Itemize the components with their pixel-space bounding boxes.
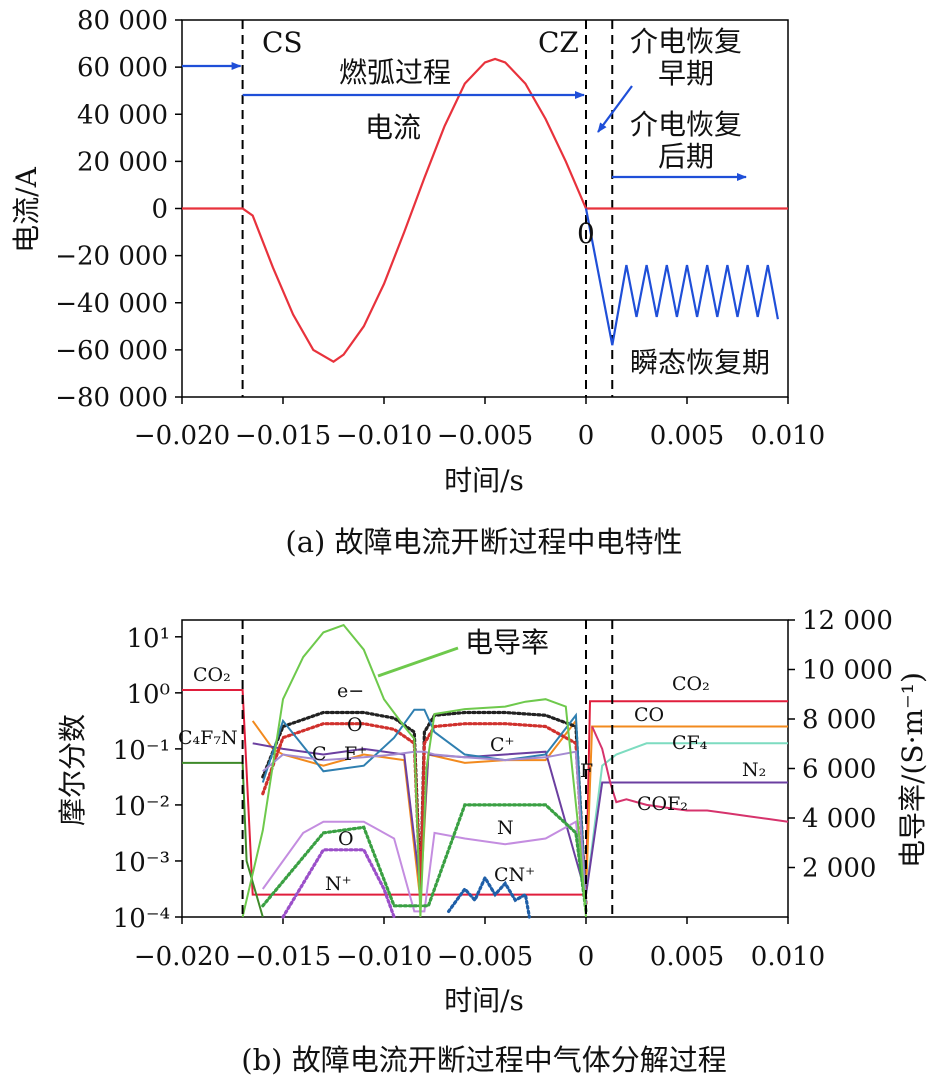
y2-tick-label: 10 000 [802,656,893,686]
series-line-c [261,803,588,913]
label-cnplus: CN⁺ [494,864,535,886]
y-tick-label: −40 000 [55,289,168,319]
y-tick-label: 0 [151,195,168,225]
y-tick-label: 40 000 [77,100,168,130]
y-tick-label: 80 000 [77,6,168,36]
y-tick-label: 60 000 [77,53,168,83]
cs-label: CS [262,26,303,59]
label-n: N [497,817,514,839]
y-tick-label: 10⁻³ [113,848,170,878]
arc-label: 燃弧过程 [339,56,451,89]
series-line-cf [585,742,788,895]
label-o-upper: O [347,714,363,736]
y2-tick-label: 12 000 [802,606,893,636]
recovery-voltage-line [584,208,779,346]
label-n2: N₂ [742,759,766,781]
y-tick-label: −60 000 [55,336,168,366]
series-line-cn [447,874,531,919]
y-tick-label: −20 000 [55,242,168,272]
y2-axis-title: 电导率/(S·m⁻¹) [896,672,929,868]
conductivity-label: 电导率 [465,626,549,659]
y2-tick-label: 4 000 [802,804,876,834]
y-tick-label: 10¹ [126,624,170,654]
x-axis-title: 时间/s [444,984,524,1017]
y-tick-label: 10⁻² [113,792,170,822]
x-axis-title: 时间/s [444,464,524,497]
cz-label: CZ [538,26,579,59]
label-co2-left: CO₂ [193,664,231,686]
series-line-o [261,722,588,908]
label-c4f7n: C₄F₇N [178,727,238,749]
current-label: 电流 [365,111,421,144]
conductivity-line [241,623,587,918]
x-tick-label: 0.005 [650,421,724,451]
caption-b: (b) 故障电流开断过程中气体分解过程 [241,1043,726,1077]
y-axis-title: 摩尔分数 [56,714,89,826]
label-f: F [580,760,593,782]
y-tick-label: 10⁻⁴ [113,904,170,934]
label-fplus: F⁺ [344,743,367,765]
x-tick-label: −0.020 [134,421,230,451]
y2-tick-label: 6 000 [802,755,876,785]
series-line-c [261,708,587,906]
x-tick-label: −0.005 [437,942,533,972]
caption-a: (a) 故障电流开断过程中电特性 [285,525,682,559]
label-c: C [312,743,327,765]
series-line-cfn [182,761,264,918]
x-tick-label: 0.010 [751,942,825,972]
x-tick-label: −0.010 [336,942,432,972]
label-o-lower: O [338,828,354,850]
x-tick-label: 0 [578,942,595,972]
label-nplus: N⁺ [325,873,352,895]
y-tick-label: 10⁰ [126,680,170,710]
x-tick-label: 0.005 [650,942,724,972]
late-label: 介电恢复后期 [630,108,742,173]
y2-tick-label: 2 000 [802,854,876,884]
x-tick-label: −0.020 [134,942,230,972]
zero-label: 0 [577,217,595,250]
x-tick-label: −0.010 [336,421,432,451]
early-label: 介电恢复早期 [630,25,742,90]
conductivity-pointer [377,646,459,678]
series-line-n [261,820,587,913]
series-line-f [262,750,587,906]
x-tick-label: −0.005 [437,421,533,451]
x-tick-label: −0.015 [235,942,331,972]
y-tick-label: −80 000 [55,383,168,413]
label-co2-right: CO₂ [672,673,710,695]
series-line-co [182,689,788,896]
chart-a: −0.020 −0.015 −0.010 −0.005 0 0.005 0.010 80 00… [10,6,825,559]
x-tick-label: 0 [578,421,595,451]
early-arrow [597,85,633,133]
label-co: CO [634,704,664,726]
y-axis-title: 电流/A [10,166,43,252]
y-tick-label: 10⁻¹ [113,736,170,766]
chart-b: −0.020 −0.015 −0.010 −0.005 0 0.005 0.010 10¹ 10… [56,606,929,1077]
series-line-n [281,848,396,919]
label-cof2: COF₂ [637,793,688,815]
current-line [182,57,788,364]
label-e: e− [337,680,364,702]
y-tick-label: 20 000 [77,147,168,177]
label-cplus: C⁺ [490,734,515,756]
label-cf4: CF₄ [672,732,708,754]
x-tick-label: 0.010 [751,421,825,451]
series-line-cof [591,726,789,823]
y2-tick-label: 8 000 [802,705,876,735]
x-tick-label: −0.015 [235,421,331,451]
trv-label: 瞬态恢复期 [630,346,770,379]
